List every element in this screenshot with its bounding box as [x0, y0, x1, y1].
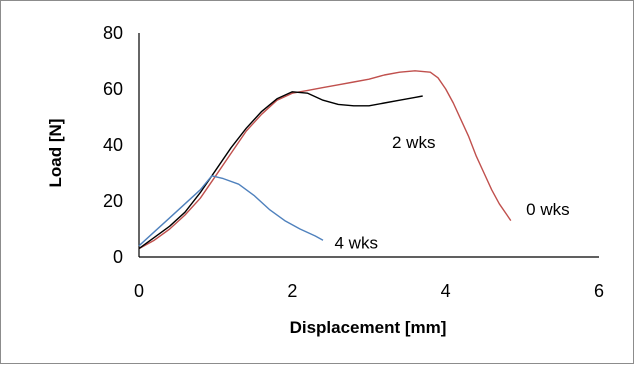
y-tick-label: 80	[103, 23, 123, 43]
y-tick-label: 40	[103, 135, 123, 155]
y-tick-label: 20	[103, 191, 123, 211]
x-tick-label: 0	[134, 281, 144, 301]
series-line-2-wks	[138, 91, 423, 250]
series-label-4-wks: 4 wks	[335, 234, 378, 253]
series-line-4-wks	[138, 175, 324, 247]
series-label-2-wks: 2 wks	[392, 133, 435, 152]
y-tick-label: 0	[113, 247, 123, 267]
y-tick-label: 60	[103, 79, 123, 99]
x-tick-label: 6	[594, 281, 604, 301]
series-label-0-wks: 0 wks	[526, 200, 569, 219]
x-tick-label: 2	[287, 281, 297, 301]
series-labels: 0 wks 2 wks 4 wks	[335, 133, 570, 253]
x-axis-title: Displacement [mm]	[290, 318, 447, 337]
y-axis-title: Load [N]	[46, 119, 65, 188]
axes	[138, 33, 599, 258]
series-line-0-wks	[138, 70, 512, 250]
series-lines	[138, 70, 512, 250]
x-tick-label: 4	[441, 281, 451, 301]
